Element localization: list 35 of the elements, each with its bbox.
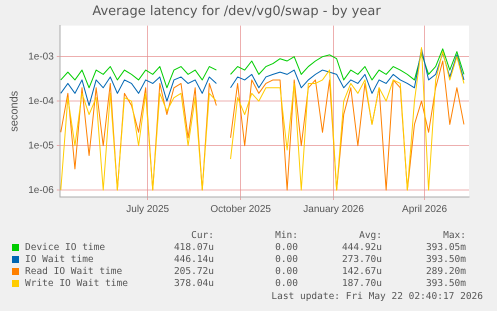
legend-label: IO Wait time: [24, 254, 95, 266]
y-tick-label: 1e-03: [28, 51, 54, 62]
x-tick-label: January 2026: [303, 204, 364, 215]
legend-label: Write IO Wait time: [24, 278, 129, 290]
text: 378.04u: [172, 278, 214, 290]
y-tick-label: 1e-05: [28, 140, 54, 152]
text: Cur:: [190, 230, 214, 242]
text: 418.07u: [172, 242, 214, 254]
text: 187.70u: [340, 278, 382, 290]
text: 393.05m: [424, 242, 466, 254]
text: 0.00: [274, 278, 298, 290]
text: Max:: [442, 230, 466, 242]
y-tick-label: 1e-04: [28, 96, 54, 107]
x-tick-label: April 2026: [402, 204, 448, 215]
text: Avg:: [358, 230, 382, 242]
text: 0.00: [274, 242, 298, 254]
chart-title: Average latency for /dev/vg0/swap - by year: [92, 4, 382, 20]
text: 273.70u: [340, 254, 382, 266]
y-tick-label: 1e-06: [28, 184, 54, 196]
text: 393.50m: [424, 254, 466, 266]
text: 446.14u: [172, 254, 214, 266]
text: Min:: [274, 230, 298, 242]
legend-label: Read IO Wait time: [24, 266, 124, 278]
legend-label: Device IO time: [24, 242, 106, 254]
text: Last update: Fri May 22 02:40:17 2026: [271, 291, 483, 302]
text: 0.00: [274, 254, 298, 266]
x-tick-label: October 2025: [210, 204, 272, 215]
text: 444.92u: [340, 242, 382, 254]
y-axis-title: seconds: [8, 90, 21, 132]
text: 393.50m: [424, 278, 466, 290]
text: 0.00: [274, 266, 298, 278]
text: 289.20m: [424, 266, 466, 278]
text: 205.72u: [172, 266, 214, 278]
x-tick-label: July 2025: [126, 204, 170, 215]
text: 142.67u: [340, 266, 382, 278]
